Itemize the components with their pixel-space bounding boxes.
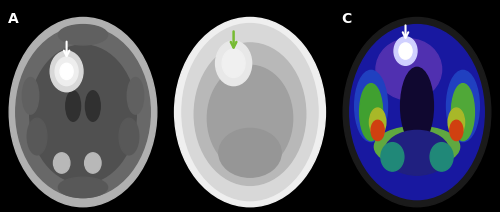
Ellipse shape (58, 25, 108, 45)
Ellipse shape (446, 70, 480, 142)
Ellipse shape (22, 78, 38, 114)
Ellipse shape (371, 120, 384, 141)
Ellipse shape (450, 120, 463, 141)
Ellipse shape (174, 17, 326, 207)
Ellipse shape (16, 27, 150, 198)
Ellipse shape (354, 70, 388, 142)
Text: C: C (342, 12, 352, 26)
Ellipse shape (370, 108, 386, 137)
Circle shape (216, 41, 252, 86)
Ellipse shape (208, 65, 292, 171)
Ellipse shape (9, 17, 157, 207)
Circle shape (55, 57, 78, 86)
Ellipse shape (219, 128, 281, 177)
Ellipse shape (430, 143, 453, 171)
Circle shape (394, 37, 417, 65)
Circle shape (60, 63, 73, 80)
Text: B: B (174, 12, 185, 26)
Ellipse shape (350, 25, 484, 200)
Ellipse shape (27, 118, 47, 155)
Circle shape (54, 153, 70, 173)
Ellipse shape (66, 91, 80, 121)
Ellipse shape (384, 130, 450, 175)
Ellipse shape (381, 143, 404, 171)
Ellipse shape (86, 91, 100, 121)
Circle shape (50, 51, 83, 92)
Ellipse shape (119, 118, 139, 155)
Ellipse shape (448, 108, 464, 137)
Circle shape (399, 43, 412, 59)
Ellipse shape (374, 126, 460, 167)
Ellipse shape (128, 78, 144, 114)
Ellipse shape (30, 45, 136, 183)
Ellipse shape (360, 84, 382, 141)
Ellipse shape (452, 84, 474, 141)
Ellipse shape (400, 67, 434, 145)
Ellipse shape (343, 17, 491, 207)
Ellipse shape (182, 24, 318, 201)
Ellipse shape (376, 39, 442, 100)
Circle shape (222, 49, 245, 78)
Ellipse shape (194, 43, 306, 185)
Circle shape (84, 153, 101, 173)
Ellipse shape (58, 177, 108, 198)
Text: A: A (8, 12, 18, 26)
